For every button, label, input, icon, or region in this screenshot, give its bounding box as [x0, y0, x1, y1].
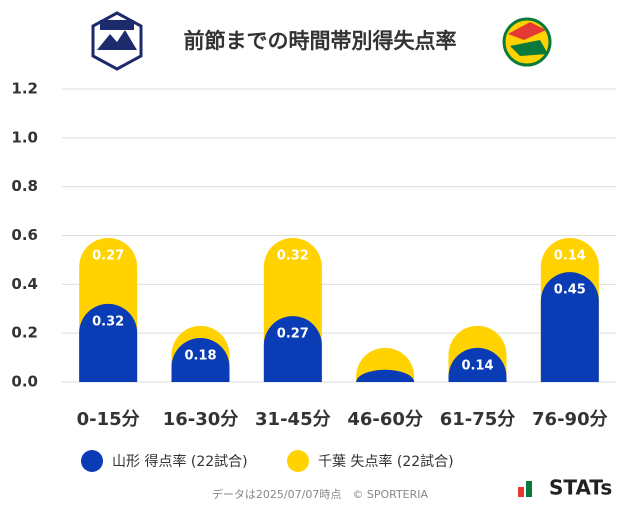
data-label: 0.32	[277, 248, 309, 263]
legend-marker	[81, 450, 103, 472]
x-tick-label: 76-90分	[532, 409, 608, 430]
bar-segment	[263, 316, 322, 382]
bar-segment	[79, 303, 138, 382]
data-label: 0.14	[461, 358, 493, 373]
footer: データは2025/07/07時点 © SPORTERIA	[212, 487, 429, 501]
x-tick-label: 16-30分	[163, 409, 239, 430]
data-label: 0.14	[554, 248, 586, 263]
x-tick-label: 0-15分	[77, 409, 140, 430]
y-tick-label: 0.0	[11, 373, 38, 391]
data-label: 0.32	[92, 314, 124, 329]
legend-label: 千葉 失点率 (22試合)	[318, 453, 454, 470]
y-tick-label: 0.6	[11, 226, 38, 244]
legend-label: 山形 得点率 (22試合)	[112, 453, 248, 470]
data-label: 0.18	[184, 349, 216, 364]
bar-segment	[448, 347, 507, 382]
data-label: 0.27	[92, 248, 124, 263]
away-logo	[502, 17, 552, 67]
data-label: 0.27	[277, 327, 309, 342]
brand: STATs	[549, 476, 612, 500]
x-tick-label: 31-45分	[255, 409, 331, 430]
bar-segment	[171, 338, 230, 382]
bar-segment	[540, 272, 599, 382]
home-logo	[91, 11, 143, 71]
bar-segment	[356, 369, 415, 382]
y-tick-label: 1.0	[11, 128, 38, 146]
y-tick-label: 0.4	[11, 275, 38, 293]
legend-marker	[287, 450, 309, 472]
x-tick-label: 46-60分	[347, 409, 423, 430]
chart-title: 前節までの時間帯別得失点率	[184, 29, 457, 53]
y-tick-label: 1.2	[11, 80, 38, 98]
legend: 山形 得点率 (22試合) 千葉 失点率 (22試合)	[81, 450, 454, 472]
brand-logo: STATs	[518, 476, 612, 500]
y-tick-label: 0.2	[11, 324, 38, 342]
x-tick-label: 61-75分	[440, 409, 516, 430]
data-label: 0.45	[554, 283, 586, 298]
y-tick-label: 0.8	[11, 177, 38, 195]
